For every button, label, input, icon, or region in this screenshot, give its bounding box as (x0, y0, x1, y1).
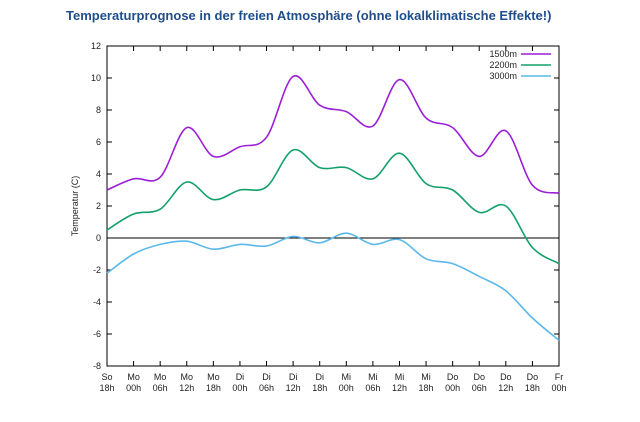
x-tick-label-day: Di (315, 372, 324, 382)
y-axis-title: Temperatur (C) (70, 176, 80, 237)
y-tick-label: 10 (91, 73, 101, 83)
legend-label-2200m: 2200m (489, 60, 517, 70)
y-tick-label: 12 (91, 41, 101, 51)
x-tick-label-day: Do (447, 372, 459, 382)
x-tick-label-hour: 06h (153, 383, 168, 393)
x-tick-label-hour: 12h (392, 383, 407, 393)
x-tick-label-hour: 12h (498, 383, 513, 393)
x-tick-label-day: Fr (555, 372, 564, 382)
x-tick-label-hour: 12h (179, 383, 194, 393)
x-tick-label-day: Mo (207, 372, 220, 382)
y-tick-label: -6 (93, 329, 101, 339)
x-tick-label-day: Mi (421, 372, 431, 382)
legend-label-3000m: 3000m (489, 71, 517, 81)
series-line-3000m (106, 232, 560, 342)
page-title: Temperaturprognose in der freien Atmosph… (66, 8, 552, 23)
x-tick-label-hour: 18h (525, 383, 540, 393)
y-tick-label: -2 (93, 265, 101, 275)
x-tick-label-hour: 00h (339, 383, 354, 393)
x-tick-label-day: Do (500, 372, 512, 382)
x-tick-label-hour: 18h (99, 383, 114, 393)
x-tick-label-hour: 12h (286, 383, 301, 393)
x-tick-label-day: Di (289, 372, 298, 382)
x-tick-label-day: Do (473, 372, 485, 382)
series-line-2200m (106, 148, 560, 265)
x-tick-label-hour: 00h (551, 383, 566, 393)
y-tick-label: -8 (93, 361, 101, 371)
x-tick-label-day: Do (527, 372, 539, 382)
x-tick-label-day: Di (262, 372, 271, 382)
x-tick-label-hour: 18h (419, 383, 434, 393)
y-tick-label: 6 (96, 137, 101, 147)
x-tick-label-hour: 18h (206, 383, 221, 393)
y-tick-label: 8 (96, 105, 101, 115)
series-line-1500m (106, 75, 560, 194)
x-tick-label-day: Mo (127, 372, 140, 382)
x-tick-label-hour: 00h (445, 383, 460, 393)
x-tick-label-hour: 18h (312, 383, 327, 393)
x-tick-label-hour: 06h (259, 383, 274, 393)
x-tick-label-hour: 00h (126, 383, 141, 393)
x-tick-label-day: Di (236, 372, 245, 382)
plot-frame (106, 45, 560, 367)
x-tick-label-day: Mi (395, 372, 405, 382)
x-tick-label-hour: 06h (472, 383, 487, 393)
x-tick-label-day: So (101, 372, 112, 382)
legend-label-1500m: 1500m (489, 49, 517, 59)
x-tick-label-hour: 00h (232, 383, 247, 393)
x-tick-label-day: Mo (181, 372, 194, 382)
x-tick-label-hour: 06h (365, 383, 380, 393)
y-tick-label: 2 (96, 201, 101, 211)
x-tick-label-day: Mi (342, 372, 352, 382)
y-tick-label: -4 (93, 297, 101, 307)
x-tick-label-day: Mo (154, 372, 167, 382)
y-tick-label: 0 (96, 233, 101, 243)
y-tick-label: 4 (96, 169, 101, 179)
x-tick-label-day: Mi (368, 372, 378, 382)
